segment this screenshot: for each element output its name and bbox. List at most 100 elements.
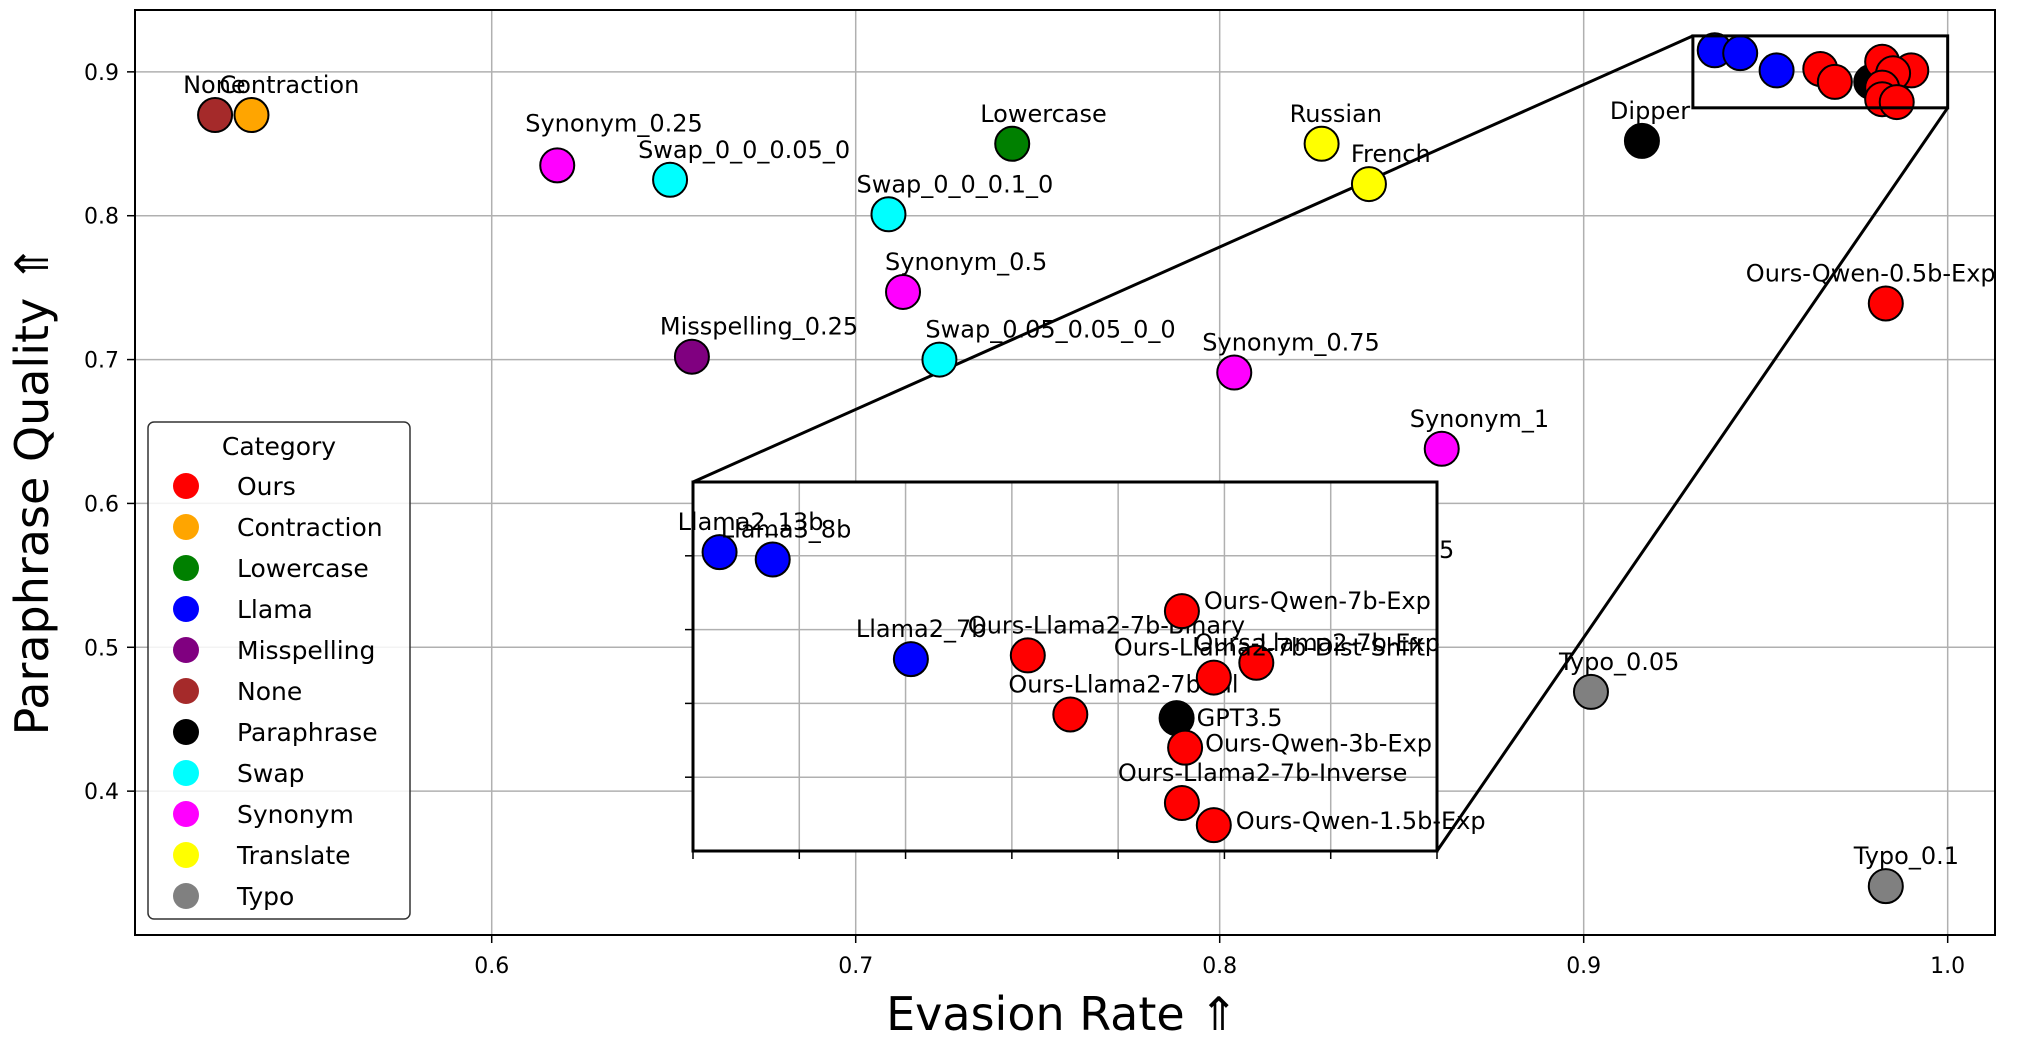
point-marker bbox=[1816, 63, 1853, 100]
inset-point-ours-llama2-7b-inverse: Ours-Llama2-7b-Inverse bbox=[1118, 759, 1407, 822]
inset-background bbox=[693, 482, 1437, 851]
legend: Category Ours Contraction Lowercase Llama Mis… bbox=[147, 421, 411, 920]
point-lowercase: Lowercase bbox=[980, 100, 1107, 162]
legend-marker bbox=[173, 760, 199, 786]
legend-item-typo: Typo bbox=[173, 882, 294, 911]
legend-label: Contraction bbox=[237, 513, 383, 542]
inset-point-llama3-8b: Llama3_8b bbox=[721, 515, 852, 578]
point-french: French bbox=[1350, 140, 1431, 203]
y-tick-label: 0.6 bbox=[84, 492, 119, 517]
point-marker bbox=[652, 161, 689, 198]
inset-point-label: Ours-Llama2-7b-Inverse bbox=[1118, 759, 1407, 787]
y-tick-label: 0.8 bbox=[84, 205, 119, 230]
inset-point-llama2-7b: Llama2_7b bbox=[856, 615, 986, 678]
legend-item-swap: Swap bbox=[173, 759, 305, 788]
point-synonym-0-25: Synonym_0.25 bbox=[525, 109, 703, 184]
point-marker bbox=[1878, 84, 1915, 121]
point-marker bbox=[1867, 285, 1904, 322]
legend-label: Swap bbox=[237, 759, 305, 788]
inset-point-marker bbox=[754, 541, 791, 578]
point-llama3-8b bbox=[1722, 35, 1759, 72]
point-misspelling-0-25: Misspelling_0.25 bbox=[660, 313, 858, 375]
legend-label: Translate bbox=[236, 841, 351, 870]
point-label: Russian bbox=[1290, 100, 1382, 128]
point-marker bbox=[1423, 430, 1460, 467]
point-marker bbox=[539, 147, 576, 184]
inset-point-ours-qwen-1-5b-exp: Ours-Qwen-1.5b-Exp bbox=[1195, 807, 1486, 844]
point-ours-qwen-1-5b-exp bbox=[1878, 84, 1915, 121]
inset-point-label: Llama2_13b bbox=[678, 508, 824, 536]
legend-item-lowercase: Lowercase bbox=[173, 554, 369, 583]
point-label: Swap_0_0_0.1_0 bbox=[856, 170, 1053, 198]
inset-point-ours-llama2-7b-dist-shift: Ours-Llama2-7b-Dist-Shift bbox=[1114, 634, 1425, 696]
inset-point-ours-qwen-3b-exp: Ours-Qwen-3b-Exp bbox=[1167, 729, 1432, 766]
inset-point-label: Ours-Qwen-7b-Exp bbox=[1204, 587, 1431, 615]
point-label: Lowercase bbox=[980, 100, 1107, 128]
point-marker bbox=[885, 273, 922, 310]
point-marker bbox=[1216, 354, 1253, 391]
point-marker bbox=[1758, 52, 1795, 89]
x-axis-title: Evasion Rate ⇑ bbox=[886, 987, 1238, 1041]
zoom-connector-line bbox=[1435, 106, 1949, 852]
point-marker bbox=[1867, 868, 1904, 905]
point-label: Synonym_0.25 bbox=[525, 109, 703, 137]
point-label: Misspelling_0.25 bbox=[660, 313, 858, 341]
legend-title: Category bbox=[222, 432, 336, 461]
point-llama2-7b bbox=[1758, 52, 1795, 89]
x-tick-label: 0.8 bbox=[1202, 954, 1237, 979]
point-label: Swap_0.05_0.05_0_0 bbox=[925, 316, 1175, 344]
legend-label: Llama bbox=[237, 595, 313, 624]
point-swap-0-0-0-05-0: Swap_0_0_0.05_0 bbox=[638, 136, 850, 198]
point-label: French bbox=[1351, 140, 1431, 168]
point-label: Contraction bbox=[219, 71, 359, 99]
inset-point-label: Llama3_8b bbox=[721, 515, 852, 543]
axes: 0.6 0.7 0.8 0.9 1.0 0.4 0.5 0.6 0.7 0.8 0.9 bbox=[84, 9, 1996, 979]
point-label: Typo_0.05 bbox=[1558, 648, 1679, 676]
y-tick-label: 0.9 bbox=[84, 61, 119, 86]
legend-label: Lowercase bbox=[237, 554, 369, 583]
legend-marker bbox=[173, 883, 199, 909]
inset-point-marker bbox=[1195, 807, 1232, 844]
legend-item-llama: Llama bbox=[173, 595, 313, 624]
point-label: Swap_0_0_0.05_0 bbox=[638, 136, 850, 164]
inset-point-llama2-13b: Llama2_13b bbox=[678, 508, 824, 571]
legend-marker bbox=[173, 473, 199, 499]
legend-item-ours: Ours bbox=[173, 472, 296, 501]
legend-marker bbox=[173, 637, 199, 663]
point-label: Synonym_1 bbox=[1410, 405, 1549, 433]
point-marker bbox=[673, 338, 710, 375]
legend-label: Typo bbox=[236, 882, 294, 911]
point-swap-0-05-0-05-0-0: Swap_0.05_0.05_0_0 bbox=[921, 316, 1176, 378]
legend-item-translate: Translate bbox=[173, 841, 351, 870]
point-dipper: Dipper bbox=[1610, 97, 1690, 159]
point-label: Dipper bbox=[1610, 97, 1690, 125]
inset-clipped-label: 5 bbox=[1439, 536, 1454, 564]
point-label: Synonym_0.5 bbox=[885, 248, 1047, 276]
legend-item-paraphrase: Paraphrase bbox=[173, 718, 378, 747]
zoom-connector-line bbox=[692, 34, 1694, 484]
inset-point-label: Ours-Llama2-7b-Exp bbox=[1194, 629, 1440, 657]
inset-point-marker bbox=[1052, 696, 1089, 733]
inset-frame bbox=[691, 480, 1439, 853]
legend-box bbox=[147, 421, 411, 920]
inset-point-label: Ours-Qwen-3b-Exp bbox=[1205, 730, 1432, 758]
inset-point-marker bbox=[1195, 659, 1232, 696]
legend-label: Synonym bbox=[237, 800, 354, 829]
inset-point-label: Ours-Qwen-1.5b-Exp bbox=[1236, 807, 1486, 835]
point-typo-0-1: Typo_0.1 bbox=[1853, 842, 1959, 905]
point-marker bbox=[1303, 125, 1340, 162]
point-marker bbox=[870, 196, 907, 233]
point-marker bbox=[1623, 122, 1660, 159]
point-russian: Russian bbox=[1290, 100, 1382, 162]
point-marker bbox=[1572, 673, 1609, 710]
x-tick-label: 0.9 bbox=[1566, 954, 1601, 979]
inset-point-label: Ours-Llama2-7b-Dist-Shift bbox=[1114, 634, 1425, 662]
point-label: None bbox=[183, 71, 246, 99]
legend-marker bbox=[173, 719, 199, 745]
point-synonym-0-5: Synonym_0.5 bbox=[885, 248, 1047, 310]
point-label: Typo_0.1 bbox=[1853, 842, 1959, 870]
point-ours-llama2-7b-all bbox=[1816, 63, 1853, 100]
y-tick-label: 0.4 bbox=[84, 780, 119, 805]
legend-label: Misspelling bbox=[237, 636, 375, 665]
